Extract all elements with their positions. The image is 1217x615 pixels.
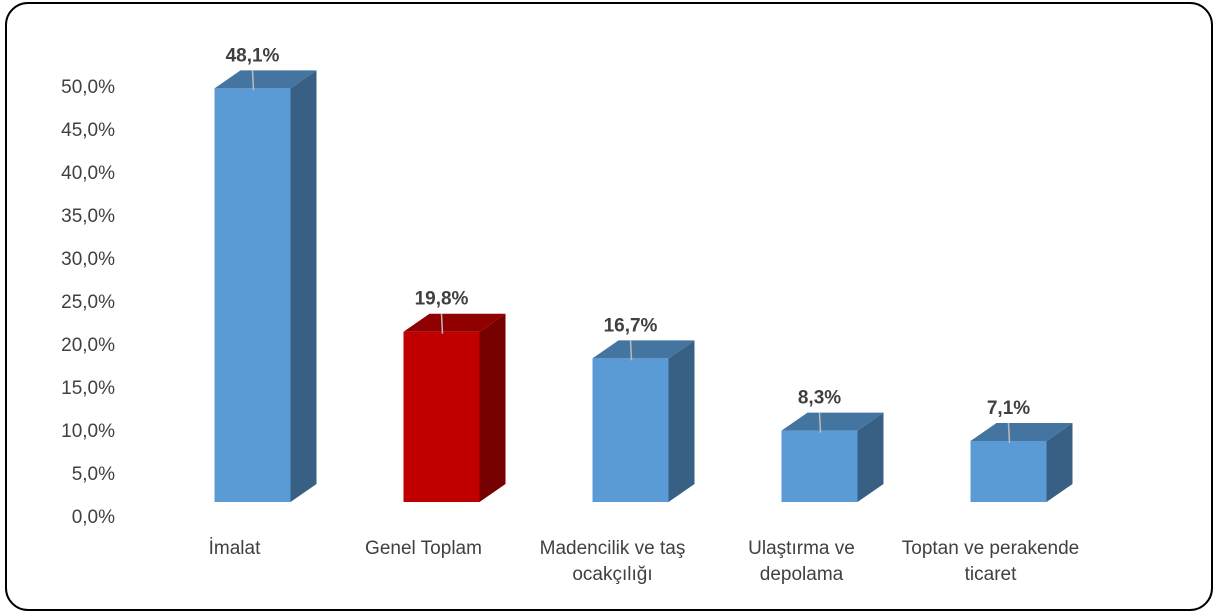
- y-tick-label: 25,0%: [61, 292, 115, 313]
- data-label: 7,1%: [987, 398, 1030, 419]
- y-tick-label: 20,0%: [61, 335, 115, 356]
- bar-side: [1046, 422, 1073, 502]
- bar-side: [668, 340, 695, 502]
- bar-side: [479, 313, 506, 502]
- x-tick-label: Ulaştırma ve depolama: [748, 538, 855, 585]
- y-tick-label: 5,0%: [72, 464, 115, 485]
- bar-side: [857, 412, 884, 502]
- data-label: 48,1%: [226, 45, 280, 66]
- bar-front: [214, 88, 291, 502]
- y-tick-label: 10,0%: [61, 421, 115, 442]
- bar-top: [403, 313, 506, 332]
- leader-line: [818, 412, 822, 433]
- y-tick-label: 35,0%: [61, 206, 115, 227]
- data-label: 8,3%: [798, 388, 841, 409]
- frame: [5, 2, 1213, 611]
- leader-line: [629, 340, 633, 361]
- bar: [781, 412, 884, 502]
- bar: [970, 422, 1073, 502]
- x-tick-label: İmalat: [208, 538, 261, 559]
- bar-side: [290, 70, 317, 502]
- bar-top: [781, 412, 884, 431]
- y-tick-label: 45,0%: [61, 120, 115, 141]
- bar-top: [592, 340, 695, 359]
- leader-line: [1007, 422, 1011, 443]
- x-tick-label: Madencilik ve taş ocakçılığı: [539, 538, 686, 585]
- leader-line: [251, 70, 255, 91]
- bar: [592, 340, 695, 502]
- x-tick-label: Genel Toplam: [365, 538, 482, 559]
- bar-front: [970, 440, 1047, 502]
- data-label: 16,7%: [604, 315, 658, 336]
- bar: [403, 313, 506, 502]
- bar-top: [970, 422, 1073, 441]
- bar-front: [592, 358, 669, 502]
- data-label: 19,8%: [415, 289, 469, 310]
- y-tick-label: 40,0%: [61, 163, 115, 184]
- x-tick-label: Toptan ve perakende ticaret: [901, 538, 1080, 585]
- leader-line: [440, 313, 444, 334]
- bar: [214, 70, 317, 502]
- y-tick-label: 30,0%: [61, 249, 115, 270]
- y-tick-label: 15,0%: [61, 378, 115, 399]
- y-tick-label: 0,0%: [72, 507, 115, 528]
- bar-front: [403, 331, 480, 502]
- y-tick-label: 50,0%: [61, 77, 115, 98]
- bar-front: [781, 430, 858, 502]
- bar-top: [214, 70, 317, 89]
